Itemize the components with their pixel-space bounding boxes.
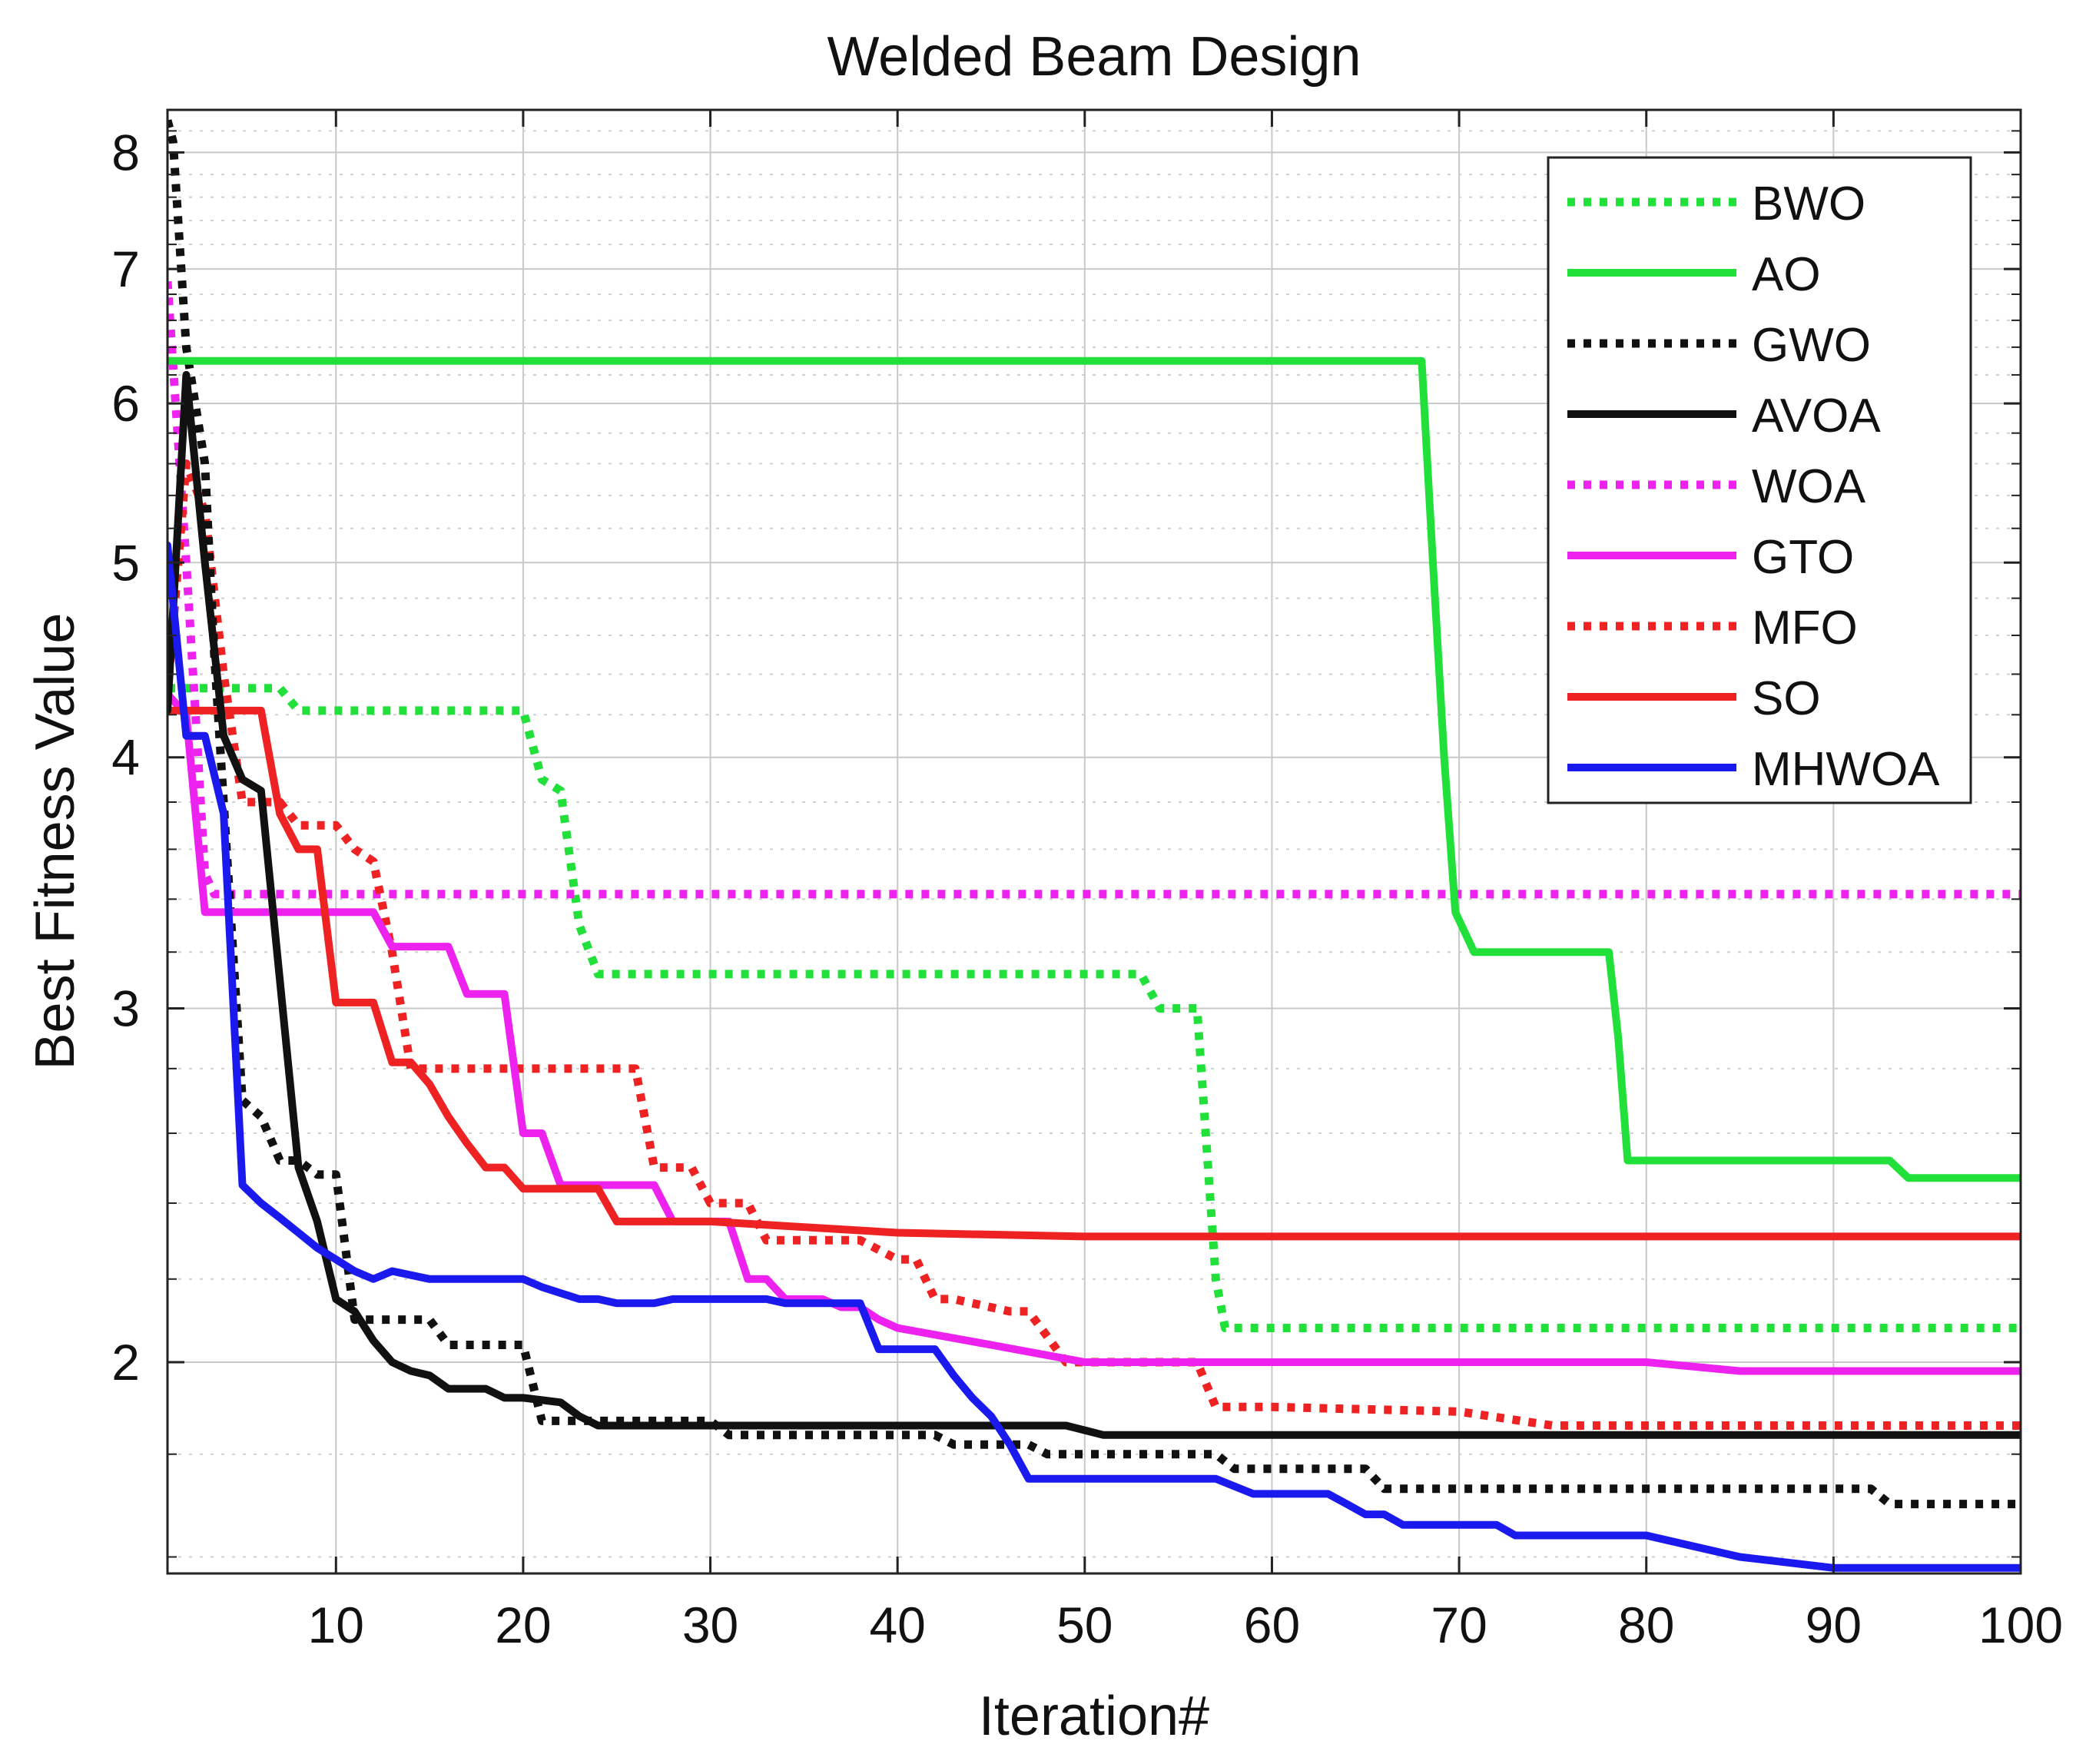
legend-label-bwo: BWO [1752,177,1865,230]
x-tick-label: 10 [308,1597,364,1653]
legend-label-gwo: GWO [1752,319,1871,372]
y-tick-label: 7 [111,240,140,297]
series-line-bwo [167,684,2021,1332]
y-axis-label: Best Fitness Value [25,613,86,1070]
legend-label-so: SO [1752,672,1821,725]
x-axis-label: Iteration# [979,1686,1209,1747]
x-tick-label: 70 [1431,1597,1487,1653]
legend-label-mfo: MFO [1752,602,1858,655]
x-tick-label: 30 [682,1597,738,1653]
ticks: 10 20 30 40 50 60 70 80 90 100 2 3 4 5 6 7 8 [111,110,2063,1653]
legend-label-ao: AO [1752,248,1821,301]
y-tick-label: 6 [111,375,140,432]
series-line-ao [167,356,2021,1182]
legend: BWO AO GWO AVOA WOA GTO MFO SO MHWOA [1547,156,1972,804]
y-tick-label: 4 [111,729,140,786]
x-tick-label: 20 [495,1597,551,1653]
series-line-mhwoa [167,541,2021,1572]
x-tick-label: 100 [1978,1597,2063,1653]
plot-frame [166,108,2022,1575]
legend-label-woa: WOA [1752,460,1866,513]
series-line-gto [167,690,2021,1375]
x-tick-label: 50 [1056,1597,1113,1653]
y-tick-label: 8 [111,124,140,181]
y-tick-label: 5 [111,534,140,591]
x-tick-label: 40 [869,1597,925,1653]
x-tick-label: 60 [1244,1597,1300,1653]
legend-label-mhwoa: MHWOA [1752,743,1940,796]
x-tick-label: 90 [1806,1597,1862,1653]
legend-label-avoa: AVOA [1752,390,1881,443]
x-tick-label: 80 [1618,1597,1674,1653]
chart-title: Welded Beam Design [827,26,1361,88]
y-tick-label: 3 [111,980,140,1036]
legend-label-gto: GTO [1752,531,1854,584]
series-line-so [167,706,2021,1241]
y-tick-label: 2 [111,1334,140,1391]
series-line-avoa [167,370,2021,1439]
series-layer [167,119,2021,1572]
